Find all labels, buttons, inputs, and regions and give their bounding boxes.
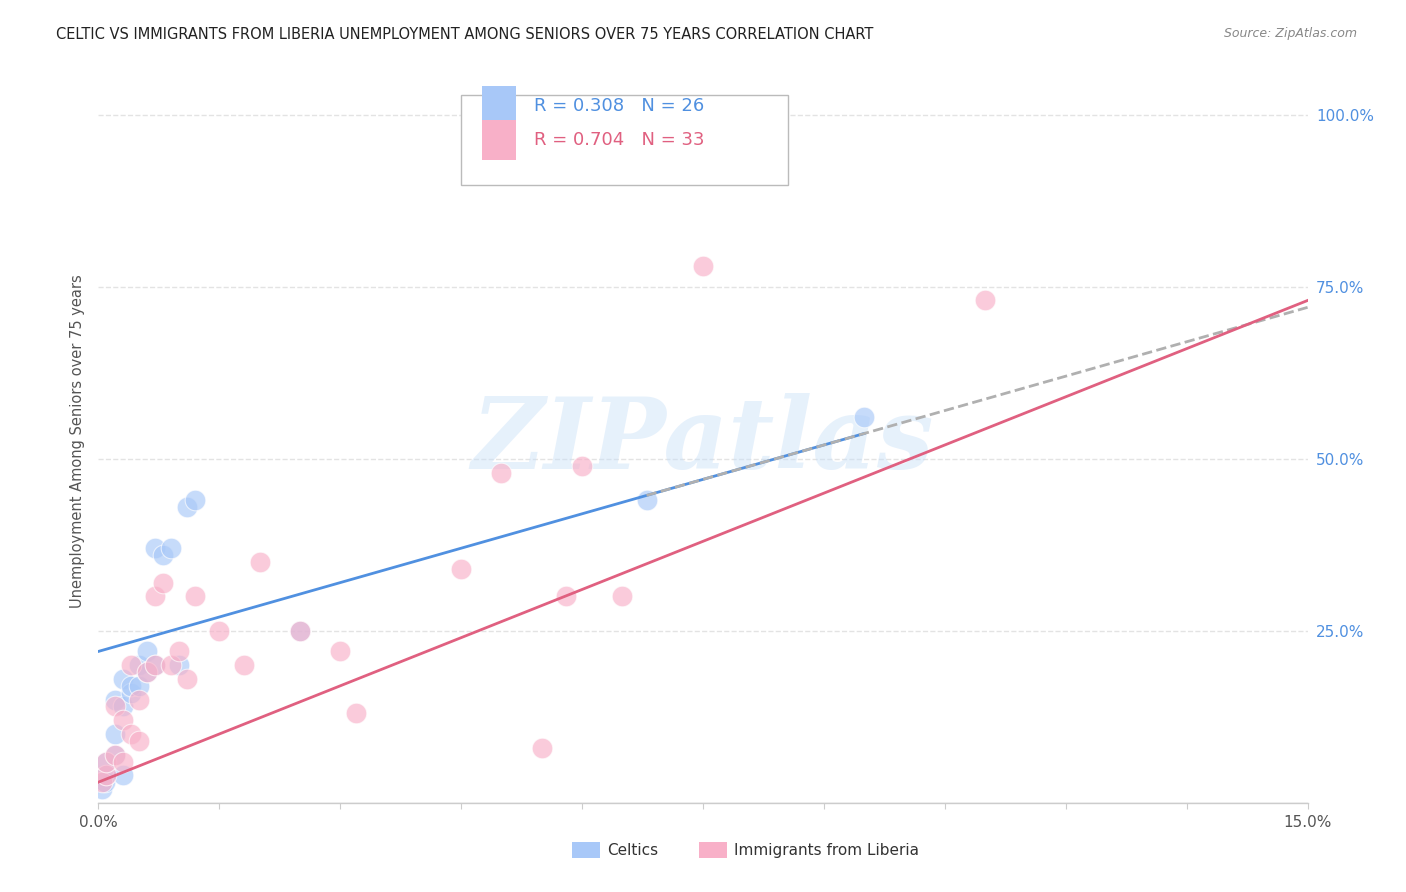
Point xyxy=(94,775,117,789)
Point xyxy=(167,644,190,658)
Point xyxy=(111,713,134,727)
Point xyxy=(329,644,352,658)
Point xyxy=(111,755,134,769)
Point xyxy=(120,727,142,741)
Point xyxy=(288,624,311,638)
Point xyxy=(128,658,150,673)
Point xyxy=(450,562,472,576)
Point xyxy=(120,679,142,693)
Point xyxy=(249,555,271,569)
Point xyxy=(344,706,367,721)
Point xyxy=(91,775,114,789)
Point xyxy=(208,624,231,638)
Point xyxy=(636,493,658,508)
Point xyxy=(571,458,593,473)
Text: Source: ZipAtlas.com: Source: ZipAtlas.com xyxy=(1223,27,1357,40)
Point xyxy=(974,293,997,308)
Text: Immigrants from Liberia: Immigrants from Liberia xyxy=(734,843,920,857)
Point xyxy=(96,755,118,769)
Point xyxy=(555,590,578,604)
Point xyxy=(167,658,190,673)
Point xyxy=(120,658,142,673)
Point xyxy=(184,493,207,508)
Y-axis label: Unemployment Among Seniors over 75 years: Unemployment Among Seniors over 75 years xyxy=(69,275,84,608)
Point xyxy=(96,768,118,782)
Point xyxy=(288,624,311,638)
Point xyxy=(530,740,553,755)
Point xyxy=(853,410,876,425)
Point xyxy=(103,692,125,706)
Point xyxy=(111,672,134,686)
FancyBboxPatch shape xyxy=(482,120,516,160)
Text: CELTIC VS IMMIGRANTS FROM LIBERIA UNEMPLOYMENT AMONG SENIORS OVER 75 YEARS CORRE: CELTIC VS IMMIGRANTS FROM LIBERIA UNEMPL… xyxy=(56,27,873,42)
Text: R = 0.704   N = 33: R = 0.704 N = 33 xyxy=(534,131,704,149)
Point xyxy=(612,590,634,604)
Point xyxy=(128,734,150,748)
Point xyxy=(491,466,513,480)
Point xyxy=(135,665,157,679)
Point xyxy=(120,686,142,700)
Point xyxy=(176,500,198,514)
Point xyxy=(160,541,183,556)
Point xyxy=(160,658,183,673)
Point xyxy=(96,755,118,769)
Point xyxy=(128,692,150,706)
Point xyxy=(103,747,125,762)
Point xyxy=(103,747,125,762)
Point xyxy=(232,658,254,673)
Point xyxy=(128,679,150,693)
Point xyxy=(143,658,166,673)
Point xyxy=(152,575,174,590)
Point xyxy=(143,658,166,673)
Point xyxy=(103,699,125,714)
Point xyxy=(176,672,198,686)
Text: R = 0.308   N = 26: R = 0.308 N = 26 xyxy=(534,97,704,115)
Point xyxy=(135,665,157,679)
Point xyxy=(111,768,134,782)
Point xyxy=(143,541,166,556)
Point xyxy=(103,727,125,741)
Text: ZIPatlas: ZIPatlas xyxy=(472,393,934,490)
Point xyxy=(184,590,207,604)
Point xyxy=(111,699,134,714)
Point xyxy=(135,644,157,658)
Point xyxy=(692,259,714,273)
Point xyxy=(96,768,118,782)
Point xyxy=(143,590,166,604)
Point xyxy=(152,548,174,562)
Point xyxy=(91,782,114,797)
FancyBboxPatch shape xyxy=(482,86,516,126)
FancyBboxPatch shape xyxy=(461,95,787,185)
Text: Celtics: Celtics xyxy=(607,843,658,857)
